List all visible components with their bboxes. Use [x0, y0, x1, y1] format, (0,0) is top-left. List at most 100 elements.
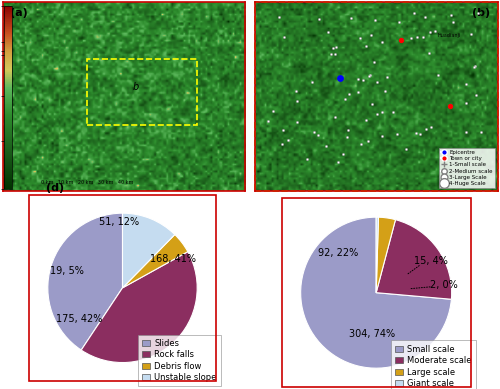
Point	[332, 44, 340, 50]
Point	[308, 79, 316, 85]
Wedge shape	[81, 252, 197, 363]
Point	[366, 72, 374, 79]
Point	[384, 74, 392, 80]
Point	[397, 37, 405, 44]
Point	[303, 156, 311, 162]
Point	[284, 137, 292, 143]
Point	[315, 16, 323, 22]
Wedge shape	[48, 213, 122, 350]
Text: (a): (a)	[10, 8, 28, 18]
Point	[448, 12, 456, 19]
Point	[280, 126, 287, 133]
Point	[322, 143, 330, 149]
Point	[426, 29, 434, 35]
Point	[394, 19, 402, 26]
Point	[314, 131, 322, 138]
Point	[373, 79, 381, 85]
Point	[474, 10, 482, 16]
Point	[462, 81, 470, 87]
Point	[344, 134, 351, 140]
Point	[292, 88, 300, 94]
Text: 92, 22%: 92, 22%	[318, 249, 358, 258]
Point	[368, 101, 376, 107]
Wedge shape	[122, 235, 188, 288]
Point	[449, 18, 457, 25]
Point	[472, 92, 480, 98]
Point	[410, 10, 418, 16]
Point	[354, 89, 362, 96]
Point	[371, 17, 379, 23]
Text: 168, 41%: 168, 41%	[150, 254, 196, 265]
Point	[362, 43, 370, 49]
Wedge shape	[300, 217, 452, 368]
Point	[345, 91, 353, 97]
Text: 15, 4%: 15, 4%	[414, 256, 448, 266]
Point	[331, 51, 339, 58]
Point	[294, 98, 302, 104]
Point	[324, 29, 332, 35]
Point	[360, 77, 368, 83]
Point	[334, 159, 342, 165]
Point	[364, 138, 372, 144]
Point	[412, 130, 420, 136]
Point	[446, 151, 454, 157]
Point	[416, 131, 424, 137]
Text: (b): (b)	[472, 8, 490, 18]
Point	[446, 103, 454, 109]
Text: b: b	[133, 82, 139, 92]
Point	[378, 133, 386, 139]
Point	[439, 151, 447, 157]
Point	[420, 14, 428, 20]
Point	[269, 109, 277, 115]
Point	[418, 34, 426, 40]
Text: 304, 74%: 304, 74%	[350, 329, 396, 339]
Text: 51, 12%: 51, 12%	[98, 217, 139, 227]
Text: (d): (d)	[46, 183, 64, 193]
Point	[470, 63, 478, 70]
Point	[275, 14, 283, 21]
Wedge shape	[376, 217, 396, 293]
Point	[381, 88, 389, 94]
Point	[326, 51, 334, 57]
Point	[432, 28, 440, 35]
Text: 0 km   10 km   20 km   30 km   40 km: 0 km 10 km 20 km 30 km 40 km	[41, 180, 134, 185]
Wedge shape	[376, 217, 378, 293]
Text: 175, 42%: 175, 42%	[56, 314, 102, 324]
Point	[280, 34, 288, 40]
Point	[378, 109, 386, 116]
Point	[462, 129, 469, 135]
Bar	[88, 59, 196, 124]
Point	[412, 34, 420, 40]
Point	[344, 127, 352, 133]
Point	[347, 15, 355, 21]
Point	[338, 151, 346, 157]
Point	[362, 117, 370, 123]
Point	[292, 119, 300, 125]
Point	[356, 141, 364, 147]
Point	[407, 35, 415, 41]
Point	[388, 109, 396, 115]
Legend: Slides, Rock falls, Debris flow, Unstable slope: Slides, Rock falls, Debris flow, Unstabl…	[138, 335, 221, 386]
Bar	[255, 2, 498, 191]
Point	[310, 129, 318, 135]
Point	[366, 32, 374, 38]
Point	[426, 50, 434, 56]
Point	[462, 100, 470, 106]
Point	[422, 126, 430, 132]
Point	[434, 72, 442, 78]
Legend: Epicentre, Town or city, 1-Small scale, 2-Medium scale, 3-Large Scale, 4-Huge Sc: Epicentre, Town or city, 1-Small scale, …	[439, 148, 494, 188]
Point	[402, 146, 410, 152]
Legend: Small scale, Moderate scale, Large scale, Giant scale: Small scale, Moderate scale, Large scale…	[390, 340, 476, 389]
Point	[354, 75, 362, 82]
Point	[393, 131, 401, 137]
Point	[278, 141, 286, 147]
Point	[340, 96, 348, 102]
Point	[329, 46, 337, 52]
Text: Huadianji: Huadianji	[438, 33, 460, 37]
Point	[356, 34, 364, 40]
Point	[264, 117, 272, 124]
Point	[477, 129, 485, 135]
Point	[373, 111, 381, 117]
Point	[336, 75, 344, 81]
Text: 19, 5%: 19, 5%	[50, 266, 84, 277]
